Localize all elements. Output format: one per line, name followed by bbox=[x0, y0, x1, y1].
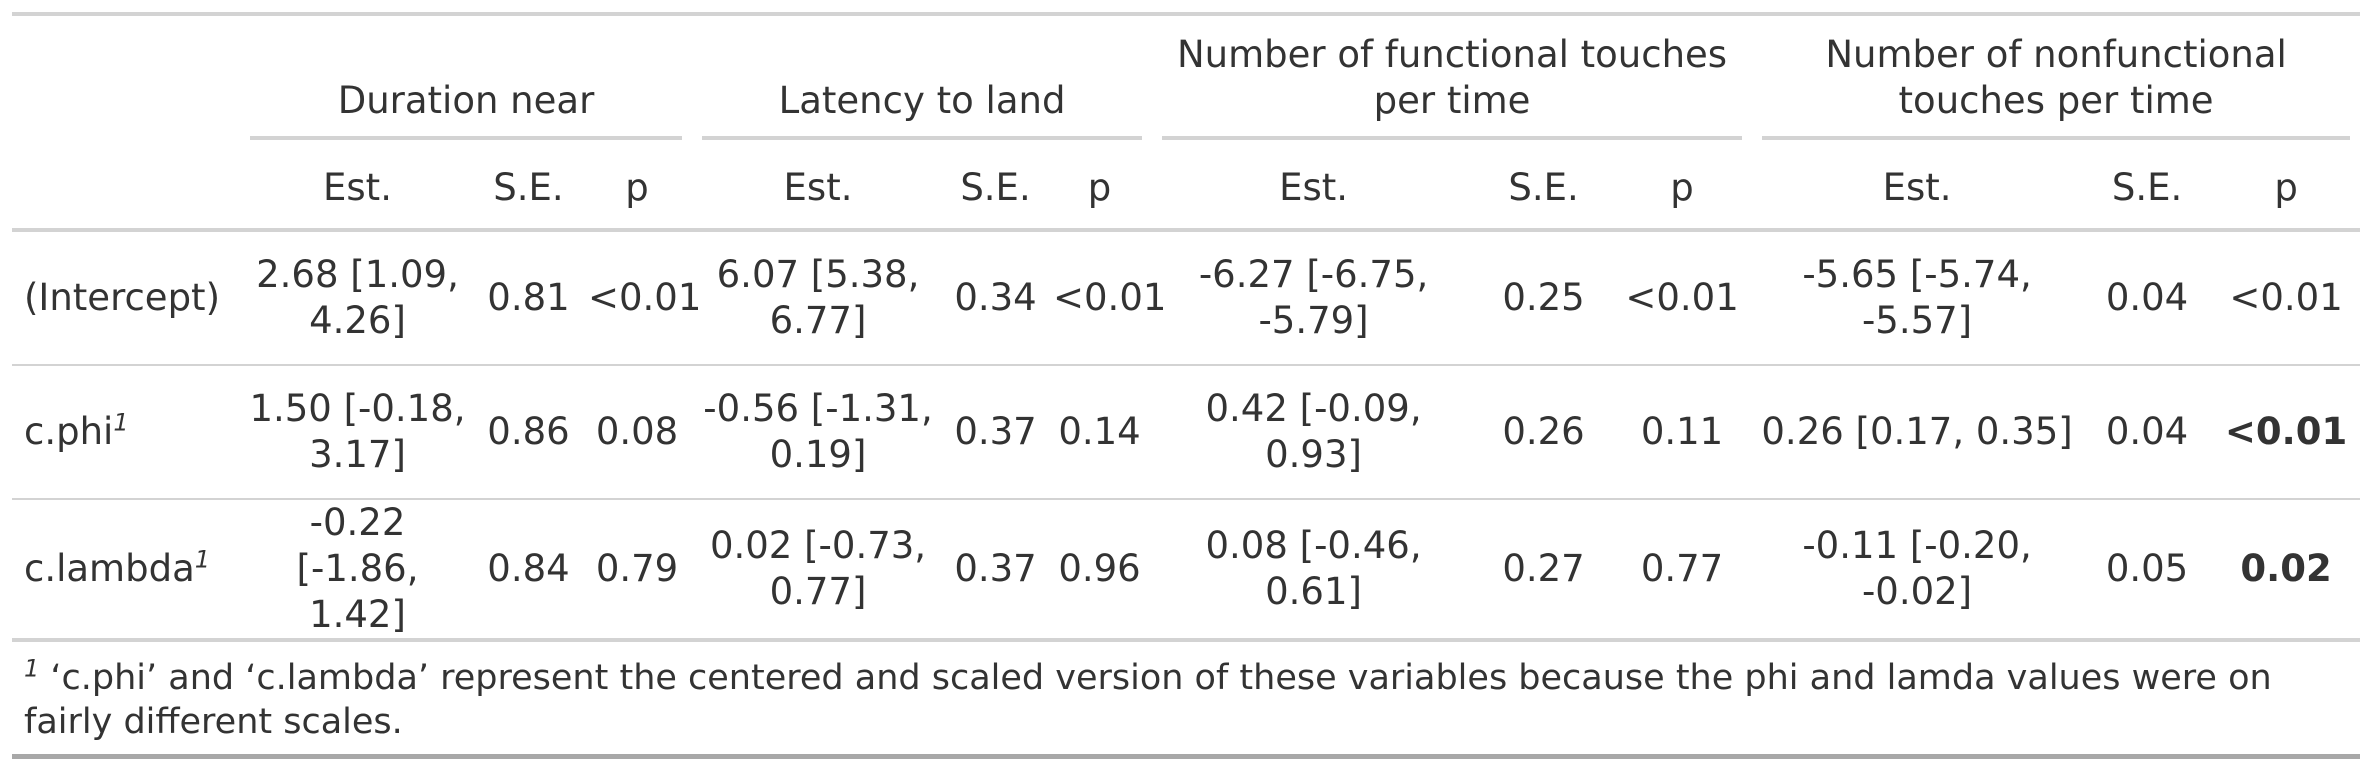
table-cell: 0.05 bbox=[2082, 499, 2213, 642]
row-label-text: c.phi bbox=[24, 410, 114, 453]
table-cell: -0.22 [-1.86, 1.42] bbox=[240, 499, 475, 642]
table-cell: 0.79 bbox=[582, 499, 693, 642]
footnote-text: ‘c.phi’ and ‘c.lambda’ represent the cen… bbox=[24, 658, 2272, 742]
row-label-text: c.lambda bbox=[24, 547, 195, 590]
row-label: c.lambda1 bbox=[12, 499, 240, 642]
table-cell: 0.25 bbox=[1475, 230, 1613, 366]
table-cell: 0.26 bbox=[1475, 365, 1613, 500]
table-cell: 0.27 bbox=[1475, 499, 1613, 642]
column-header: p bbox=[582, 140, 693, 232]
footnote-mark: 1 bbox=[113, 408, 129, 437]
table-body: (Intercept) 2.68 [1.09, 4.26] 0.81 <0.01… bbox=[12, 230, 2361, 642]
table-cell: <0.01 bbox=[1047, 230, 1166, 366]
footnote-row: 1 ‘c.phi’ and ‘c.lambda’ represent the c… bbox=[12, 640, 2361, 759]
column-header: S.E. bbox=[475, 140, 582, 232]
regression-table-container: Duration near Latency to land Number of … bbox=[12, 12, 2361, 759]
table-cell: 0.37 bbox=[944, 499, 1048, 642]
table-cell: 0.04 bbox=[2082, 365, 2213, 500]
table-cell: 0.86 bbox=[475, 365, 582, 500]
column-header: p bbox=[2212, 140, 2361, 232]
column-header: S.E. bbox=[944, 140, 1048, 232]
table-cell: 0.34 bbox=[944, 230, 1048, 366]
column-header: p bbox=[1047, 140, 1153, 232]
table-cell: 0.84 bbox=[475, 499, 582, 642]
table-cell: 0.04 bbox=[2082, 230, 2213, 366]
table-cell: 6.07 [5.38, 6.77] bbox=[692, 230, 945, 366]
stub-header bbox=[12, 14, 240, 140]
spanner-header-row: Duration near Latency to land Number of … bbox=[12, 14, 2361, 140]
table-cell: -6.27 [-6.75, -5.79] bbox=[1152, 230, 1476, 366]
table-cell: 0.26 [0.17, 0.35] bbox=[1752, 365, 2083, 500]
table-cell: <0.01 bbox=[2212, 230, 2361, 366]
table-row: c.lambda1 -0.22 [-1.86, 1.42] 0.84 0.79 … bbox=[12, 499, 2361, 642]
footnote-mark: 1 bbox=[24, 654, 40, 683]
row-label: (Intercept) bbox=[12, 230, 240, 366]
column-header: Est. bbox=[692, 140, 945, 232]
footnote: 1 ‘c.phi’ and ‘c.lambda’ represent the c… bbox=[12, 640, 2361, 759]
row-label: c.phi1 bbox=[12, 365, 240, 500]
table-cell: <0.01 bbox=[1612, 230, 1753, 366]
table-cell: 0.08 [-0.46, 0.61] bbox=[1152, 499, 1476, 642]
spanner-functional-touches: Number of functional touches per time bbox=[1152, 14, 1752, 140]
table-cell-significant: <0.01 bbox=[2212, 365, 2361, 500]
table-cell: <0.01 bbox=[582, 230, 701, 366]
table-row: c.phi1 1.50 [-0.18, 3.17] 0.86 0.08 -0.5… bbox=[12, 365, 2361, 500]
table-cell: 0.08 bbox=[582, 365, 693, 500]
table-cell: 0.81 bbox=[475, 230, 582, 366]
spanner-latency-to-land: Latency to land bbox=[692, 14, 1152, 140]
spanner-label: Latency to land bbox=[702, 78, 1143, 140]
stub-column-header bbox=[12, 140, 240, 232]
footnote-mark: 1 bbox=[194, 545, 211, 574]
column-header: Est. bbox=[1752, 140, 2083, 232]
spanner-duration-near: Duration near bbox=[240, 14, 692, 140]
spanner-label: Duration near bbox=[250, 78, 683, 140]
table-cell: -0.56 [-1.31, 0.19] bbox=[692, 365, 945, 500]
table-row: (Intercept) 2.68 [1.09, 4.26] 0.81 <0.01… bbox=[12, 230, 2361, 366]
column-header: Est. bbox=[1152, 140, 1476, 232]
table-cell: 0.11 bbox=[1612, 365, 1753, 500]
table-cell: 0.37 bbox=[944, 365, 1048, 500]
spanner-label: Number of nonfunctional touches per time bbox=[1762, 22, 2351, 140]
table-cell: 2.68 [1.09, 4.26] bbox=[240, 230, 475, 366]
table-cell: -5.65 [-5.74, -5.57] bbox=[1752, 230, 2083, 366]
table-cell: 0.14 bbox=[1047, 365, 1153, 500]
regression-table: Duration near Latency to land Number of … bbox=[12, 12, 2361, 759]
table-cell: -0.11 [-0.20, -0.02] bbox=[1752, 499, 2083, 642]
column-header: S.E. bbox=[2082, 140, 2213, 232]
spanner-nonfunctional-touches: Number of nonfunctional touches per time bbox=[1752, 14, 2360, 140]
table-cell: 0.02 [-0.73, 0.77] bbox=[692, 499, 945, 642]
table-cell-significant: 0.02 bbox=[2212, 499, 2361, 642]
table-cell: 0.96 bbox=[1047, 499, 1153, 642]
spanner-label: Number of functional touches per time bbox=[1162, 22, 1743, 140]
column-header: Est. bbox=[240, 140, 475, 232]
column-header-row: Est. S.E. p Est. S.E. p Est. S.E. p Est.… bbox=[12, 140, 2361, 232]
table-cell: 1.50 [-0.18, 3.17] bbox=[240, 365, 475, 500]
column-header: p bbox=[1612, 140, 1753, 232]
column-header: S.E. bbox=[1475, 140, 1613, 232]
table-cell: 0.77 bbox=[1612, 499, 1753, 642]
table-cell: 0.42 [-0.09, 0.93] bbox=[1152, 365, 1476, 500]
row-label-text: (Intercept) bbox=[24, 276, 221, 319]
